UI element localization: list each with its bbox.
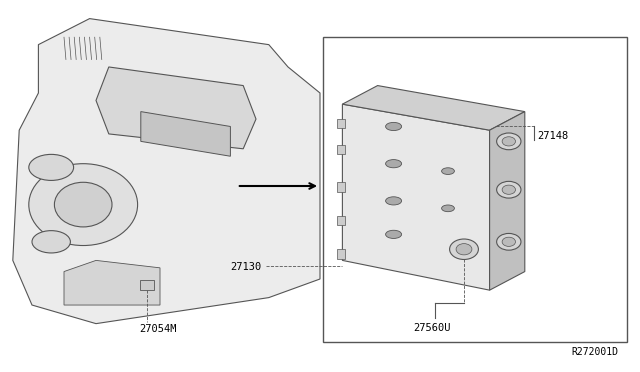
- Bar: [337, 145, 345, 154]
- Text: R272001D: R272001D: [572, 347, 619, 356]
- Ellipse shape: [385, 230, 402, 238]
- Polygon shape: [96, 67, 256, 149]
- Ellipse shape: [442, 205, 454, 212]
- Ellipse shape: [497, 182, 521, 198]
- Polygon shape: [342, 86, 525, 130]
- Ellipse shape: [29, 164, 138, 246]
- Text: 27054M: 27054M: [140, 324, 177, 334]
- Polygon shape: [141, 112, 230, 156]
- Ellipse shape: [385, 197, 402, 205]
- Bar: [323, 37, 627, 342]
- Text: 27130: 27130: [230, 262, 262, 272]
- Polygon shape: [342, 104, 490, 290]
- Circle shape: [29, 154, 74, 180]
- Ellipse shape: [502, 237, 515, 246]
- Text: 27148: 27148: [538, 131, 569, 141]
- Bar: [337, 249, 345, 259]
- Bar: [140, 280, 154, 290]
- Ellipse shape: [502, 137, 515, 146]
- Polygon shape: [64, 260, 160, 305]
- Bar: [337, 182, 345, 192]
- Ellipse shape: [385, 122, 402, 131]
- Bar: [337, 216, 345, 225]
- Ellipse shape: [456, 244, 472, 255]
- Ellipse shape: [497, 133, 521, 150]
- Circle shape: [32, 231, 70, 253]
- Bar: [337, 119, 345, 128]
- Ellipse shape: [502, 185, 515, 194]
- Ellipse shape: [442, 168, 454, 174]
- Ellipse shape: [54, 182, 112, 227]
- Text: 27560U: 27560U: [413, 323, 451, 333]
- Ellipse shape: [450, 239, 479, 260]
- Polygon shape: [490, 112, 525, 290]
- Polygon shape: [13, 19, 320, 324]
- Ellipse shape: [385, 160, 402, 168]
- Ellipse shape: [497, 234, 521, 250]
